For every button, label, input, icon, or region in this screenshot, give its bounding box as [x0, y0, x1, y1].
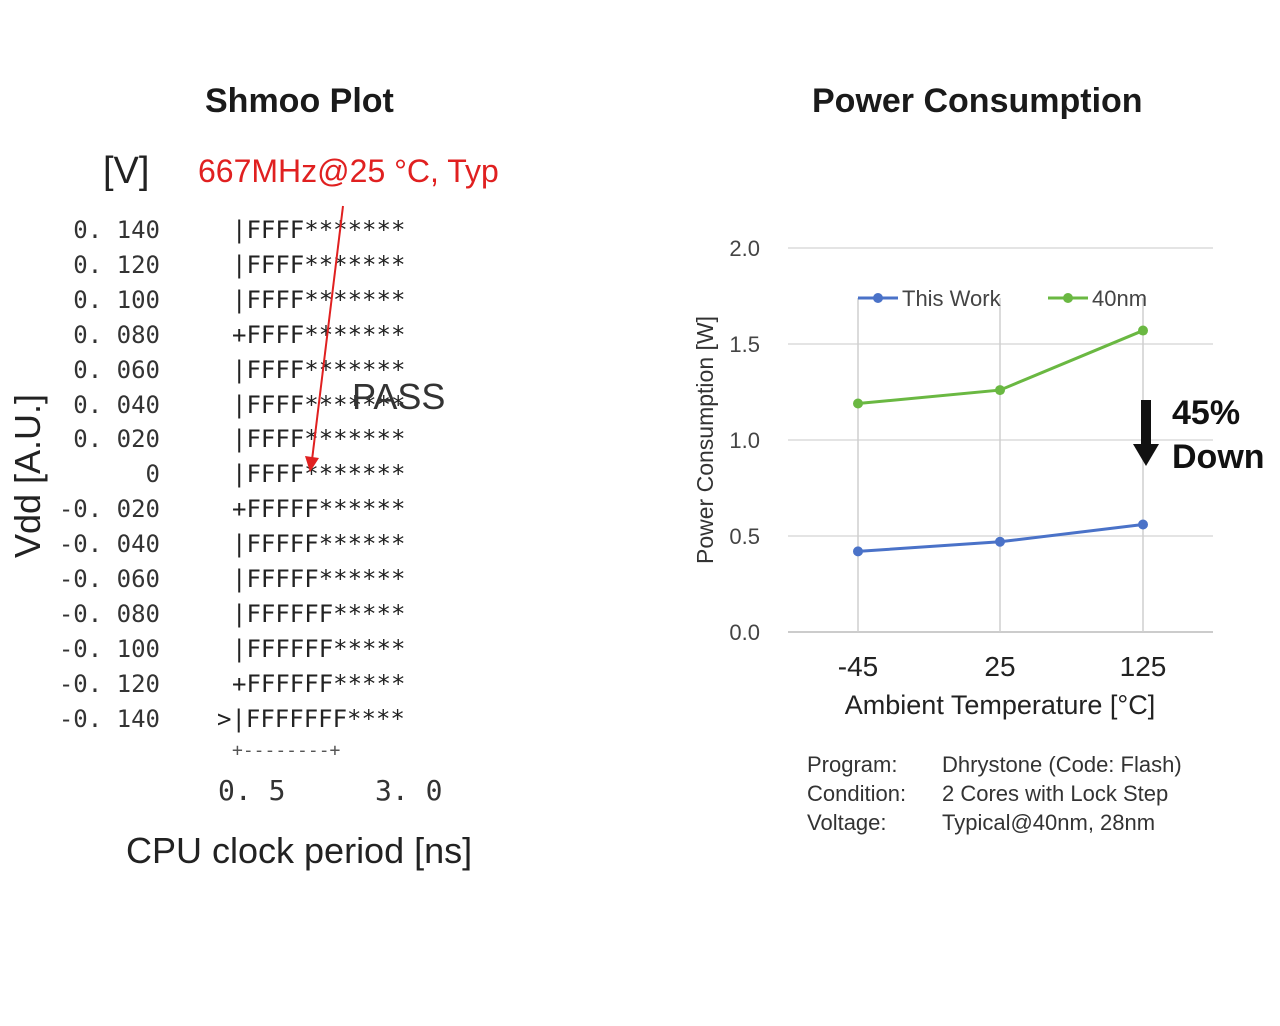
shmoo-condition-arrow — [305, 205, 344, 472]
shmoo-pattern: |FFFFF****** — [232, 530, 406, 559]
data-point — [853, 398, 863, 409]
data-point — [1138, 519, 1148, 530]
shmoo-pattern: +FFFFF****** — [232, 495, 406, 524]
shmoo-pattern: |FFFF******* — [232, 460, 406, 489]
shmoo-vdd-label: -0. 100 — [58, 634, 160, 663]
note-key: Voltage: — [807, 810, 887, 835]
data-point — [995, 385, 1005, 396]
shmoo-xlabel: CPU clock period [ns] — [126, 830, 473, 871]
shmoo-pattern: +FFFF******* — [232, 320, 406, 349]
shmoo-pattern: |FFFF******* — [232, 425, 406, 454]
shmoo-vdd-label: 0 — [145, 460, 160, 489]
data-point — [1138, 325, 1148, 336]
y-tick-label: 0.5 — [729, 524, 760, 549]
shmoo-pattern: |FFFF******* — [232, 285, 406, 314]
shmoo-vdd-label: 0. 120 — [73, 250, 160, 279]
shmoo-vdd-label: 0. 080 — [73, 320, 160, 349]
shmoo-pattern: |FFFF******* — [232, 216, 406, 244]
test-conditions: Program: Dhrystone (Code: Flash) Conditi… — [807, 752, 1182, 839]
shmoo-x-axis-line: +--------+ — [232, 740, 341, 761]
shmoo-x-tick-min: 0. 5 — [218, 774, 286, 807]
y-tick-label: 1.0 — [729, 428, 760, 453]
x-tick-label: 125 — [1120, 651, 1167, 682]
shmoo-vdd-label: -0. 020 — [58, 495, 160, 524]
legend-label: 40nm — [1092, 286, 1147, 311]
shmoo-vdd-label: -0. 080 — [58, 599, 160, 628]
y-tick-label: 2.0 — [729, 236, 760, 261]
shmoo-vdd-label: 0. 140 — [73, 216, 160, 244]
shmoo-pass-label: PASS — [352, 376, 446, 417]
data-point — [853, 546, 863, 557]
y-axis-label: Power Consumption [W] — [692, 316, 718, 564]
shmoo-vdd-label: 0. 040 — [73, 390, 160, 419]
shmoo-vdd-label: -0. 040 — [58, 530, 160, 559]
shmoo-x-tick-max: 3. 0 — [375, 774, 443, 807]
shmoo-condition-label: 667MHz@25 °C, Typ — [198, 153, 499, 189]
reduction-percent: 45% — [1172, 394, 1241, 432]
y-tick-label: 1.5 — [729, 332, 760, 357]
x-tick-label: -45 — [838, 651, 878, 682]
note-row-condition: Condition: 2 Cores with Lock Step — [807, 781, 1182, 810]
y-tick-label: 0.0 — [729, 620, 760, 645]
note-key: Condition: — [807, 781, 907, 806]
shmoo-vdd-label: -0. 060 — [58, 565, 160, 593]
note-value: 2 Cores with Lock Step — [942, 781, 1169, 806]
power-title: Power Consumption — [812, 82, 1143, 120]
x-tick-label: 25 — [984, 651, 1015, 682]
reduction-down-text: Down — [1172, 438, 1265, 476]
down-arrow-icon — [1133, 400, 1159, 475]
note-value: Typical@40nm, 28nm — [942, 810, 1156, 835]
legend-marker — [873, 293, 883, 303]
legend-marker — [1063, 293, 1073, 303]
shmoo-pattern: |FFFFF****** — [232, 565, 406, 593]
shmoo-pattern: >|FFFFFFF**** — [217, 704, 405, 733]
shmoo-vdd-label: -0. 120 — [58, 669, 160, 698]
note-row-program: Program: Dhrystone (Code: Flash) — [807, 752, 1182, 781]
shmoo-pattern: |FFFF******* — [232, 250, 406, 279]
shmoo-vdd-label: 0. 060 — [73, 355, 160, 384]
note-key: Program: — [807, 752, 898, 777]
note-value: Dhrystone (Code: Flash) — [942, 752, 1182, 777]
shmoo-vdd-label: -0. 140 — [58, 704, 160, 733]
note-row-voltage: Voltage: Typical@40nm, 28nm — [807, 810, 1182, 839]
shmoo-pattern: +FFFFFF***** — [232, 669, 406, 698]
shmoo-vdd-label: 0. 100 — [73, 285, 160, 314]
shmoo-pattern: |FFFF******* — [232, 355, 406, 384]
shmoo-pattern: |FFFFFF***** — [232, 634, 406, 663]
x-axis-label: Ambient Temperature [°C] — [845, 690, 1155, 720]
shmoo-title: Shmoo Plot — [205, 82, 394, 120]
data-point — [995, 536, 1005, 547]
shmoo-unit-label: [V] — [103, 150, 150, 192]
shmoo-pattern: |FFFFFF***** — [232, 599, 406, 628]
legend-label: This Work — [902, 286, 1002, 311]
shmoo-vdd-label: 0. 020 — [73, 425, 160, 454]
